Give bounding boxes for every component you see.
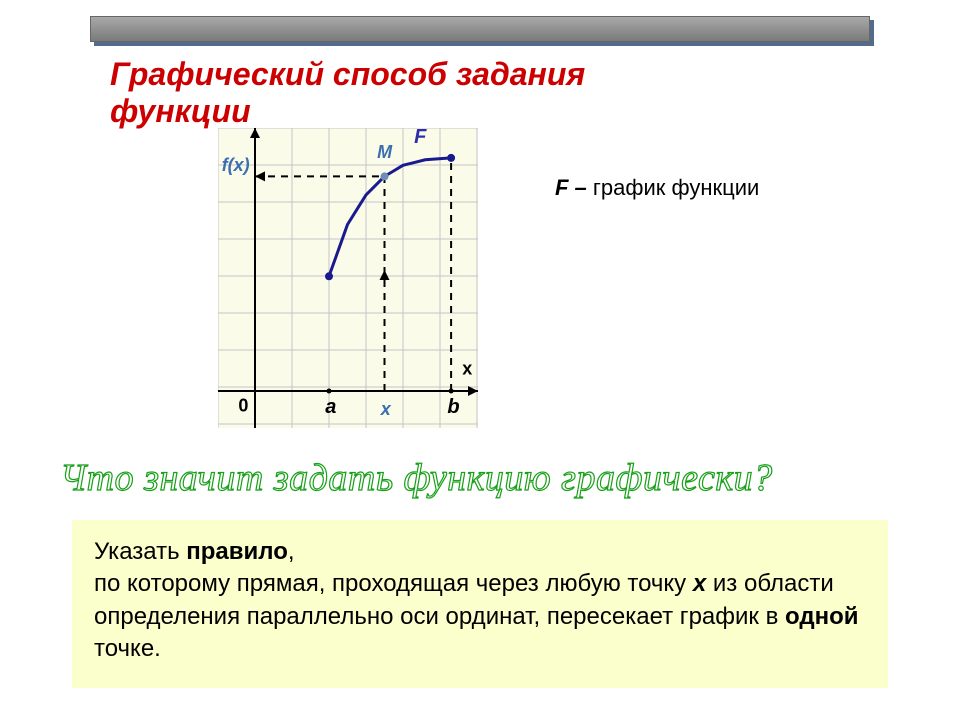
svg-text:0: 0 [238,395,248,415]
chart-svg: 0 a b x х Mf(x) F [218,128,478,428]
chart-container: 0 a b x х Mf(x) F [218,128,478,428]
def-p2a: по которому прямая, проходящая через люб… [94,570,693,597]
def-p2b: х [693,570,706,597]
slide-title: Графический способ задания функции [110,56,585,130]
svg-text:M: M [377,142,393,162]
question-text: Что значит задать функцию графически? [60,456,773,500]
title-line-1: Графический способ задания [110,56,585,92]
decor-bar-gradient [90,16,870,42]
title-line-2: функции [110,93,251,129]
svg-text:х: х [462,358,472,378]
svg-text:a: a [325,396,336,418]
svg-text:x: x [380,399,392,419]
definition-box: Указать правило, по которому прямая, про… [72,520,888,688]
def-p1a: Указать [94,538,186,565]
decor-bar [90,16,870,42]
def-p1b: правило [186,538,288,565]
def-p2e: точке. [94,635,161,662]
svg-text:F: F [414,128,427,148]
def-p1c: , [288,538,295,565]
chart-caption: F – график функции [555,175,759,201]
def-p2d: одной [785,603,859,630]
svg-text:f(x): f(x) [222,155,250,175]
svg-text:b: b [447,396,459,418]
caption-lead: F – [555,175,593,200]
caption-rest: график функции [593,175,759,200]
